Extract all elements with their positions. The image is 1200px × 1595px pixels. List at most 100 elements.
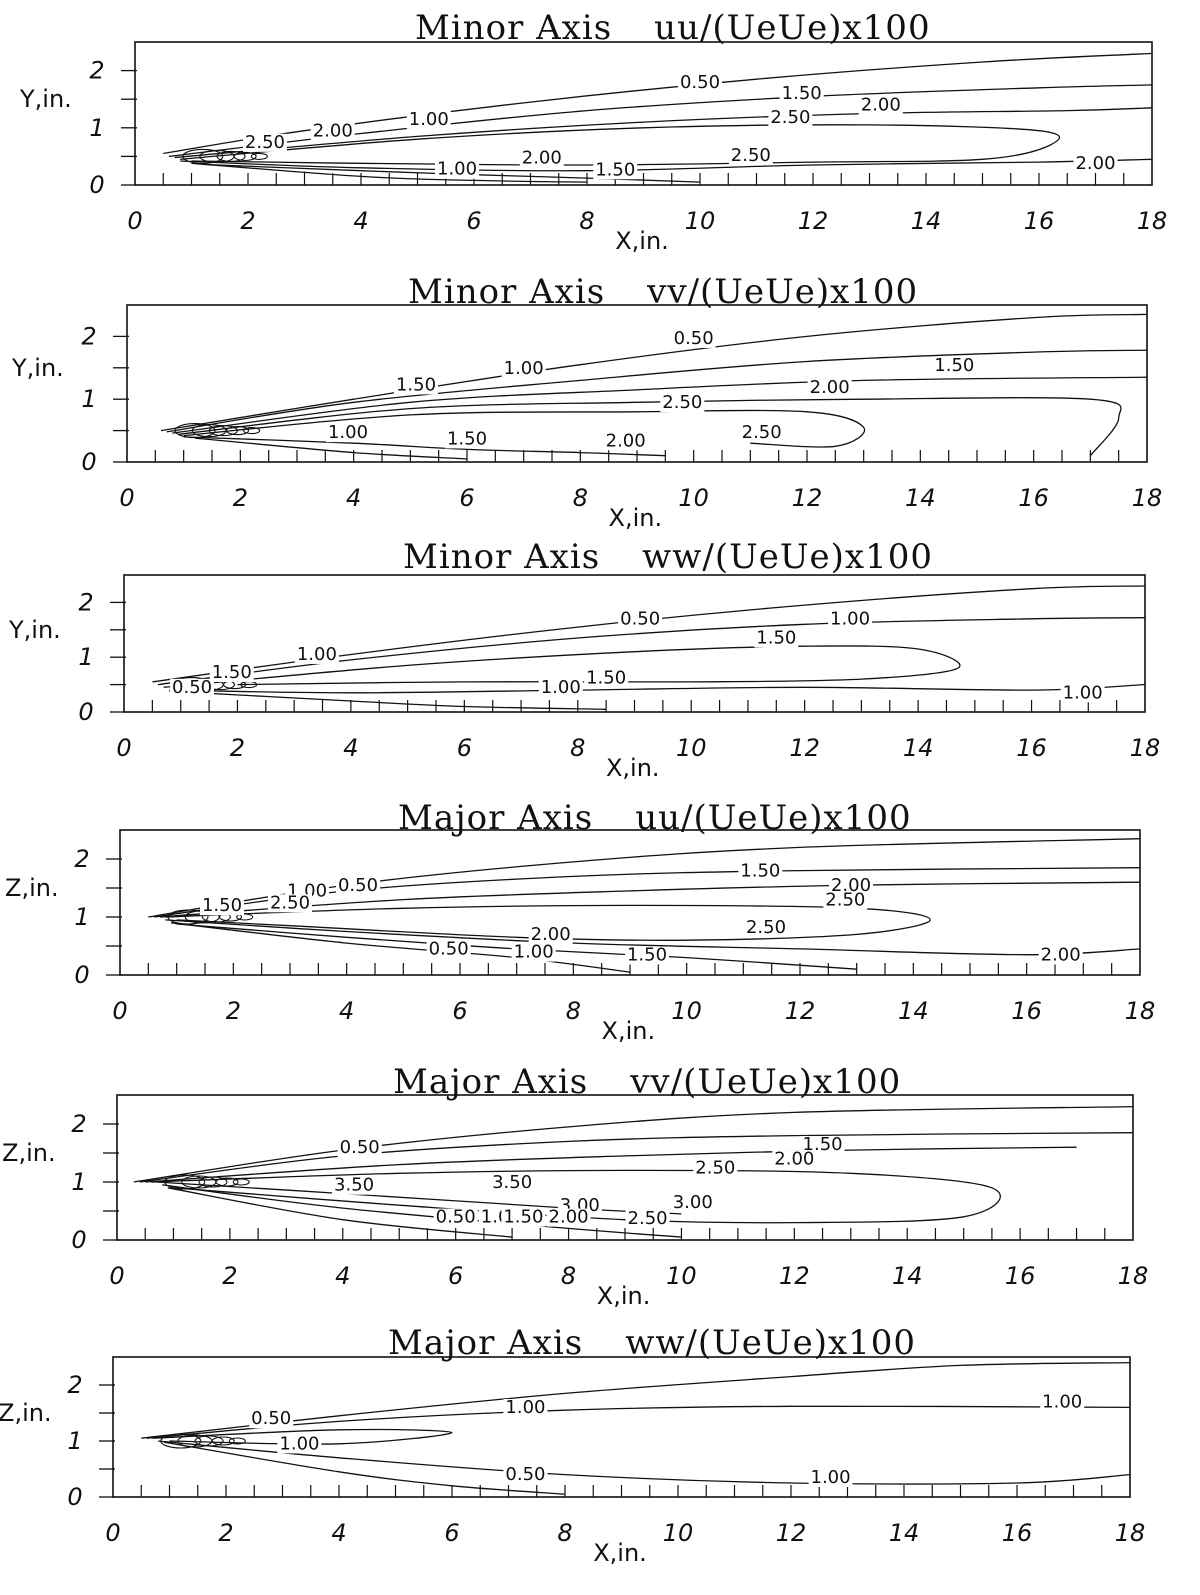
y-axis-label: Y,in. (19, 85, 72, 113)
contour-label-bg (1073, 154, 1118, 173)
y-axis-label: Z,in. (0, 1399, 52, 1427)
panel-title-quantity: uu/(UeUe)x100 (635, 798, 912, 838)
contour-loop (164, 1174, 206, 1190)
y-tick-label: 2 (78, 588, 93, 616)
y-axis-label: Y,in. (11, 354, 64, 382)
contour-loop (198, 1176, 228, 1188)
contour-label-bg (728, 146, 773, 165)
contour-label-bg (249, 1410, 294, 1429)
contour-label: 1.00 (541, 677, 581, 698)
contour-label-bg (503, 1399, 548, 1417)
x-tick-label: 2 (226, 997, 241, 1025)
contour-line (159, 881, 1141, 918)
y-tick-label: 0 (78, 698, 93, 726)
contour-label: 0.50 (251, 1408, 291, 1429)
contour-label: 2.00 (531, 924, 571, 945)
x-tick-label: 0 (109, 1262, 124, 1290)
contour-line (146, 1405, 1131, 1439)
contour-label: 2.00 (549, 1207, 589, 1228)
panel-title: Major Axis uu/(UeUe)x100 (398, 798, 912, 838)
contour-line (166, 349, 1148, 433)
x-tick-label: 16 (1016, 734, 1047, 762)
contour-line (183, 409, 866, 448)
contour-line (156, 1181, 682, 1215)
contour-label-bg (593, 161, 638, 180)
contour-label: 0.50 (340, 1137, 380, 1158)
contour-line (170, 922, 631, 973)
contour-line (191, 162, 588, 183)
contour-label-bg (858, 96, 903, 115)
y-tick-label: 0 (74, 961, 89, 989)
contour-label-bg (671, 329, 716, 348)
contour-label-bg (660, 393, 705, 412)
contour-label-bg (332, 1176, 377, 1195)
contour-label-bg (394, 376, 438, 395)
y-tick-label: 2 (89, 57, 104, 85)
contour-label-bg (336, 876, 380, 895)
contour-loop (208, 425, 238, 437)
contour-label-bg (807, 378, 852, 397)
x-tick-label: 10 (663, 1519, 694, 1547)
y-tick-label: 1 (89, 114, 104, 142)
contour-label: 1.00 (409, 109, 449, 130)
contour-label: 1.50 (503, 1207, 543, 1228)
x-tick-label: 18 (1130, 734, 1161, 762)
contour-label-bg (546, 1208, 591, 1227)
x-tick-label: 18 (1115, 1519, 1146, 1547)
x-axis-label: X,in. (602, 1017, 656, 1045)
contour-label: 2.00 (831, 875, 871, 896)
y-axis-label: Y,in. (8, 616, 61, 644)
contour-label-bg (738, 862, 783, 881)
contour-loop (167, 909, 209, 925)
contour-label: 0.50 (674, 328, 714, 349)
contour-loop (194, 1435, 224, 1447)
contour-label-bg (779, 85, 824, 104)
contour-loop (216, 150, 246, 162)
y-tick-label: 0 (71, 1226, 86, 1254)
contour-label-bg (808, 1469, 853, 1487)
contour-label: 1.50 (447, 428, 487, 449)
contour-label-bg (670, 1194, 715, 1213)
contour-label: 2.50 (662, 392, 702, 413)
x-tick-label: 12 (792, 484, 823, 512)
x-tick-label: 16 (1011, 997, 1042, 1025)
y-tick-label: 2 (81, 322, 96, 350)
contour-loop (225, 426, 250, 436)
contour-line (145, 1146, 1077, 1183)
contour-label-bg (170, 678, 215, 697)
y-tick-label: 0 (81, 448, 96, 476)
x-tick-label: 10 (666, 1262, 697, 1290)
y-tick-label: 0 (67, 1483, 82, 1511)
x-tick-label: 12 (776, 1519, 807, 1547)
contour-line (169, 683, 1146, 694)
contour-label: 1.00 (328, 422, 368, 443)
contour-line (180, 124, 1061, 166)
x-axis-label: X,in. (615, 227, 669, 255)
contour-label-bg (829, 876, 873, 895)
x-tick-label: 8 (579, 207, 594, 235)
contour-label: 2.50 (770, 107, 810, 128)
contour-loop (174, 423, 216, 439)
contour-label: 2.00 (606, 430, 646, 451)
x-tick-label: 0 (127, 207, 142, 235)
contour-line (141, 1361, 1131, 1439)
x-tick-label: 16 (1024, 207, 1055, 235)
contour-loop (215, 1177, 239, 1187)
contour-label-bg (625, 1209, 670, 1228)
contour-label: 0.50 (172, 677, 212, 698)
x-tick-label: 6 (444, 1519, 459, 1547)
contour-label: 1.00 (437, 159, 477, 180)
x-tick-label: 0 (105, 1519, 120, 1547)
contour-label: 0.50 (680, 72, 720, 93)
x-tick-label: 14 (911, 207, 942, 235)
y-axis-label: Z,in. (5, 874, 59, 902)
contour-label: 2.50 (731, 145, 771, 166)
contour-label-bg (503, 1466, 548, 1485)
contour-label-bg (310, 122, 355, 141)
contour-label: 1.50 (595, 159, 635, 180)
contour-label: 1.50 (756, 628, 796, 649)
contour-line (139, 1132, 1134, 1183)
contour-label: 2.50 (746, 917, 786, 938)
